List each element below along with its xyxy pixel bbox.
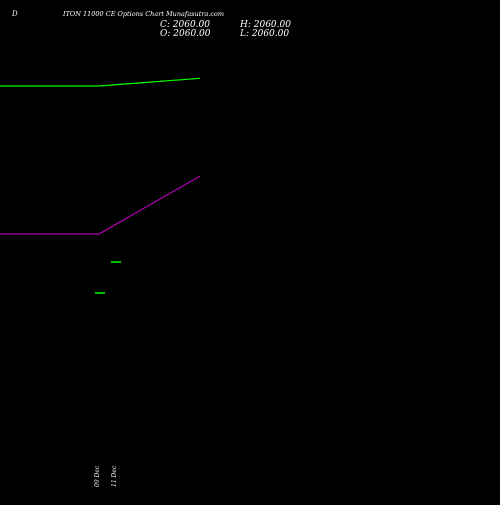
series-line-0 [0,77,201,87]
low-value: L: 2060.00 [240,29,290,39]
x-tick-label: 09 Dec [94,465,101,487]
series-line-1 [0,175,201,235]
open-value: O: 2060.00 [160,29,211,39]
chart-title: ITON 11000 CE Options Chart Munafasutra.… [63,10,225,18]
period-label: D [12,10,18,18]
close-value: C: 2060.00 [160,20,210,30]
x-tick-label: 11 Dec [111,465,118,487]
high-value: H: 2060.00 [240,20,291,30]
